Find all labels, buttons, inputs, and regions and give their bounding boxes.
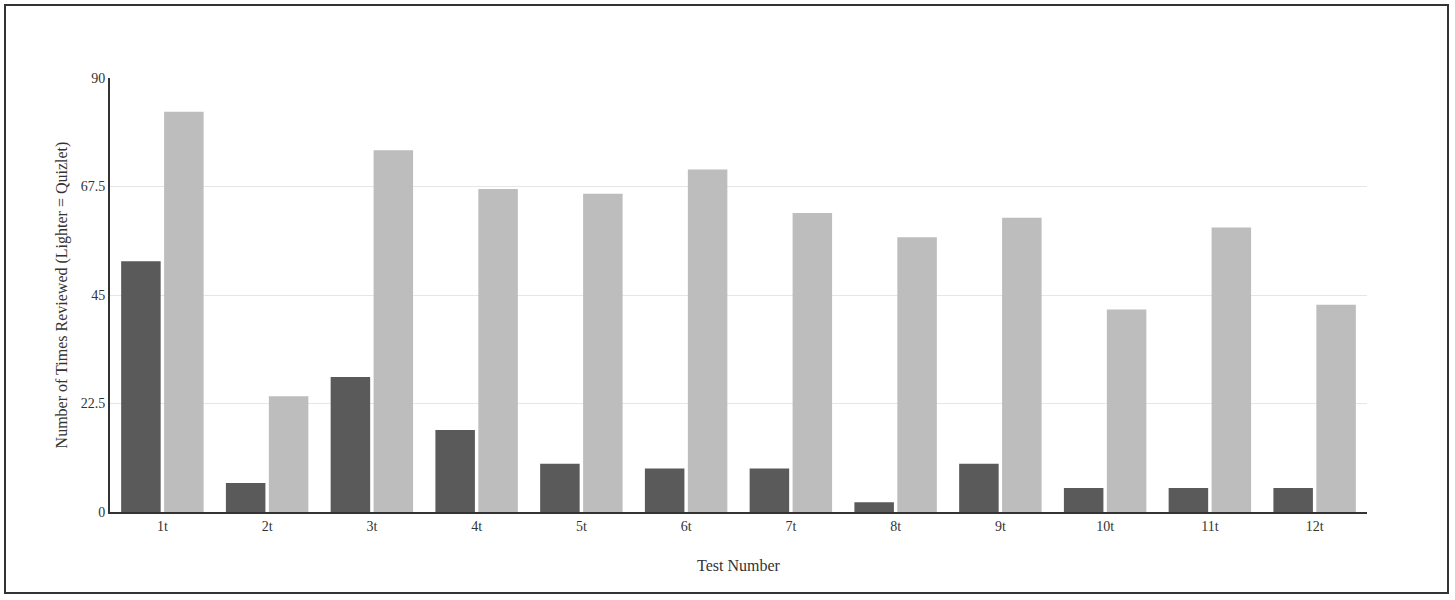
svg-text:4t: 4t <box>471 519 482 534</box>
svg-text:6t: 6t <box>681 519 692 534</box>
svg-text:9t: 9t <box>995 519 1006 534</box>
svg-text:1t: 1t <box>157 519 168 534</box>
svg-text:67.5: 67.5 <box>81 179 106 194</box>
svg-text:8t: 8t <box>890 519 901 534</box>
svg-text:7t: 7t <box>785 519 796 534</box>
svg-text:90: 90 <box>91 71 105 86</box>
svg-text:3t: 3t <box>366 519 377 534</box>
svg-text:2t: 2t <box>262 519 273 534</box>
svg-text:Test Number: Test Number <box>697 557 781 574</box>
svg-text:Number of Times Reviewed (Ligh: Number of Times Reviewed (Lighter = Quiz… <box>53 142 71 449</box>
svg-text:5t: 5t <box>576 519 587 534</box>
svg-text:0: 0 <box>98 505 105 520</box>
svg-text:22.5: 22.5 <box>81 396 106 411</box>
svg-text:10t: 10t <box>1096 519 1114 534</box>
svg-text:12t: 12t <box>1306 519 1324 534</box>
svg-text:45: 45 <box>91 288 105 303</box>
svg-text:11t: 11t <box>1201 519 1218 534</box>
